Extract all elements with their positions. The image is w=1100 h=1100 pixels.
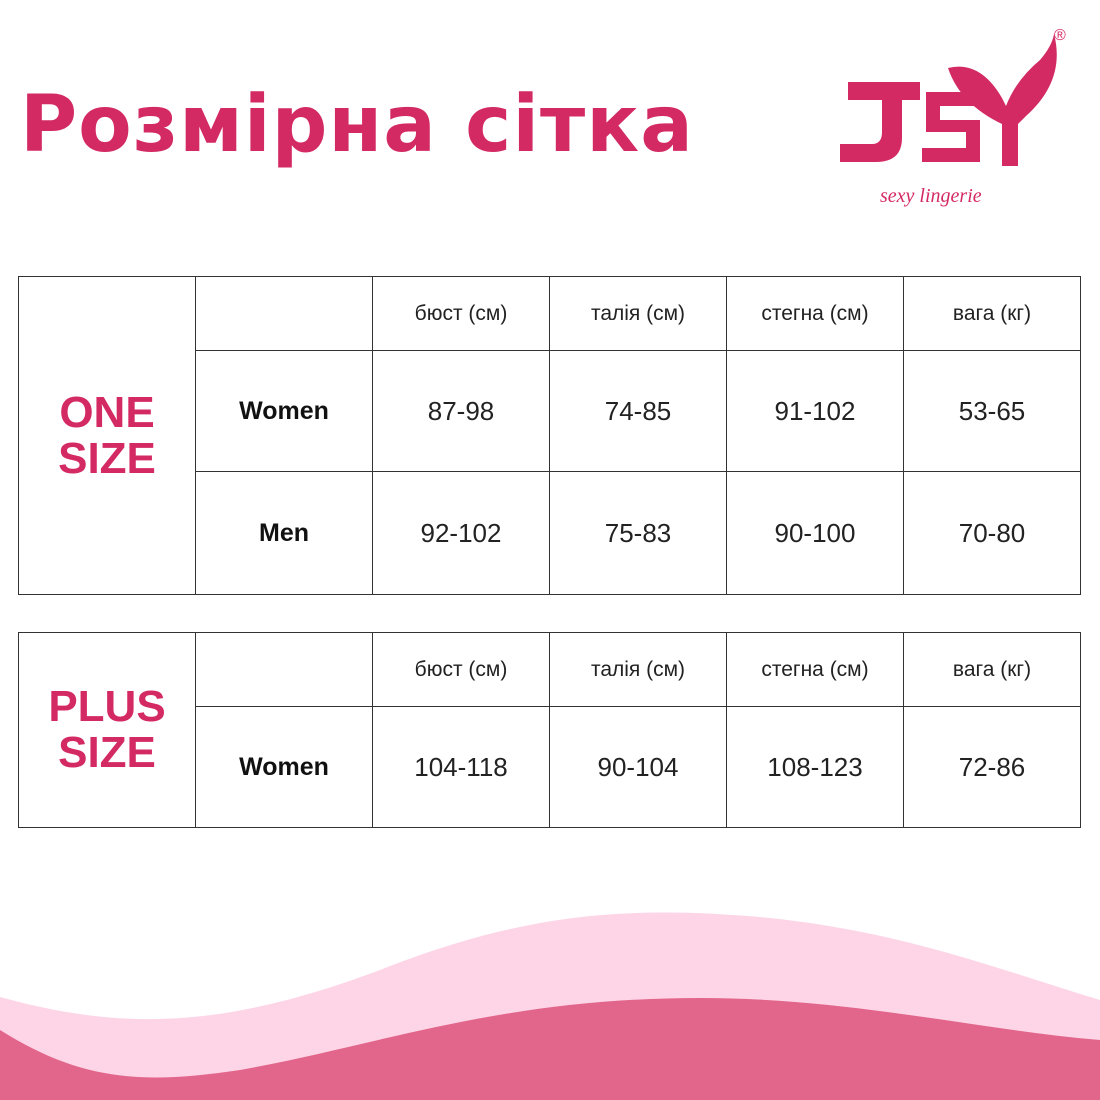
header-waist: талія (см) <box>549 276 727 351</box>
cell-weight: 70-80 <box>903 471 1081 595</box>
cell-waist: 75-83 <box>549 471 727 595</box>
cell-waist: 74-85 <box>549 350 727 472</box>
cell-weight: 53-65 <box>903 350 1081 472</box>
one-size-table: ONE SIZE бюст (см) талія (см) стегна (см)… <box>18 276 1081 595</box>
cell-hips: 90-100 <box>726 471 904 595</box>
cell-waist: 90-104 <box>549 706 727 828</box>
row-label: Women <box>195 350 373 472</box>
plus-size-table: PLUS SIZE бюст (см) талія (см) стегна (см… <box>18 632 1081 828</box>
page-title: Розмірна сітка <box>20 80 694 170</box>
row-label: Men <box>195 471 373 595</box>
decorative-wave <box>0 912 1100 1100</box>
header-bust: бюст (см) <box>372 632 550 707</box>
header-waist: талія (см) <box>549 632 727 707</box>
header-bust: бюст (см) <box>372 276 550 351</box>
table-row: Men 92-102 75-83 90-100 70-80 <box>19 471 1081 595</box>
empty-header-cell <box>195 632 373 707</box>
wave-dark <box>0 998 1100 1100</box>
cell-hips: 91-102 <box>726 350 904 472</box>
table-row: Women 104-118 90-104 108-123 72-86 <box>19 706 1081 828</box>
svg-text:sexy lingerie: sexy lingerie <box>880 185 982 207</box>
cell-bust: 92-102 <box>372 471 550 595</box>
group-label-one-size: ONE SIZE <box>18 276 196 595</box>
header-weight: вага (кг) <box>903 632 1081 707</box>
cell-hips: 108-123 <box>726 706 904 828</box>
group-label-plus-size: PLUS SIZE <box>18 632 196 828</box>
header-hips: стегна (см) <box>726 276 904 351</box>
header-hips: стегна (см) <box>726 632 904 707</box>
cell-weight: 72-86 <box>903 706 1081 828</box>
cell-bust: 104-118 <box>372 706 550 828</box>
cell-bust: 87-98 <box>372 350 550 472</box>
brand-logo: ® sexy lingerie <box>840 27 1066 207</box>
header-weight: вага (кг) <box>903 276 1081 351</box>
svg-text:®: ® <box>1054 27 1066 44</box>
empty-header-cell <box>195 276 373 351</box>
row-label: Women <box>195 706 373 828</box>
